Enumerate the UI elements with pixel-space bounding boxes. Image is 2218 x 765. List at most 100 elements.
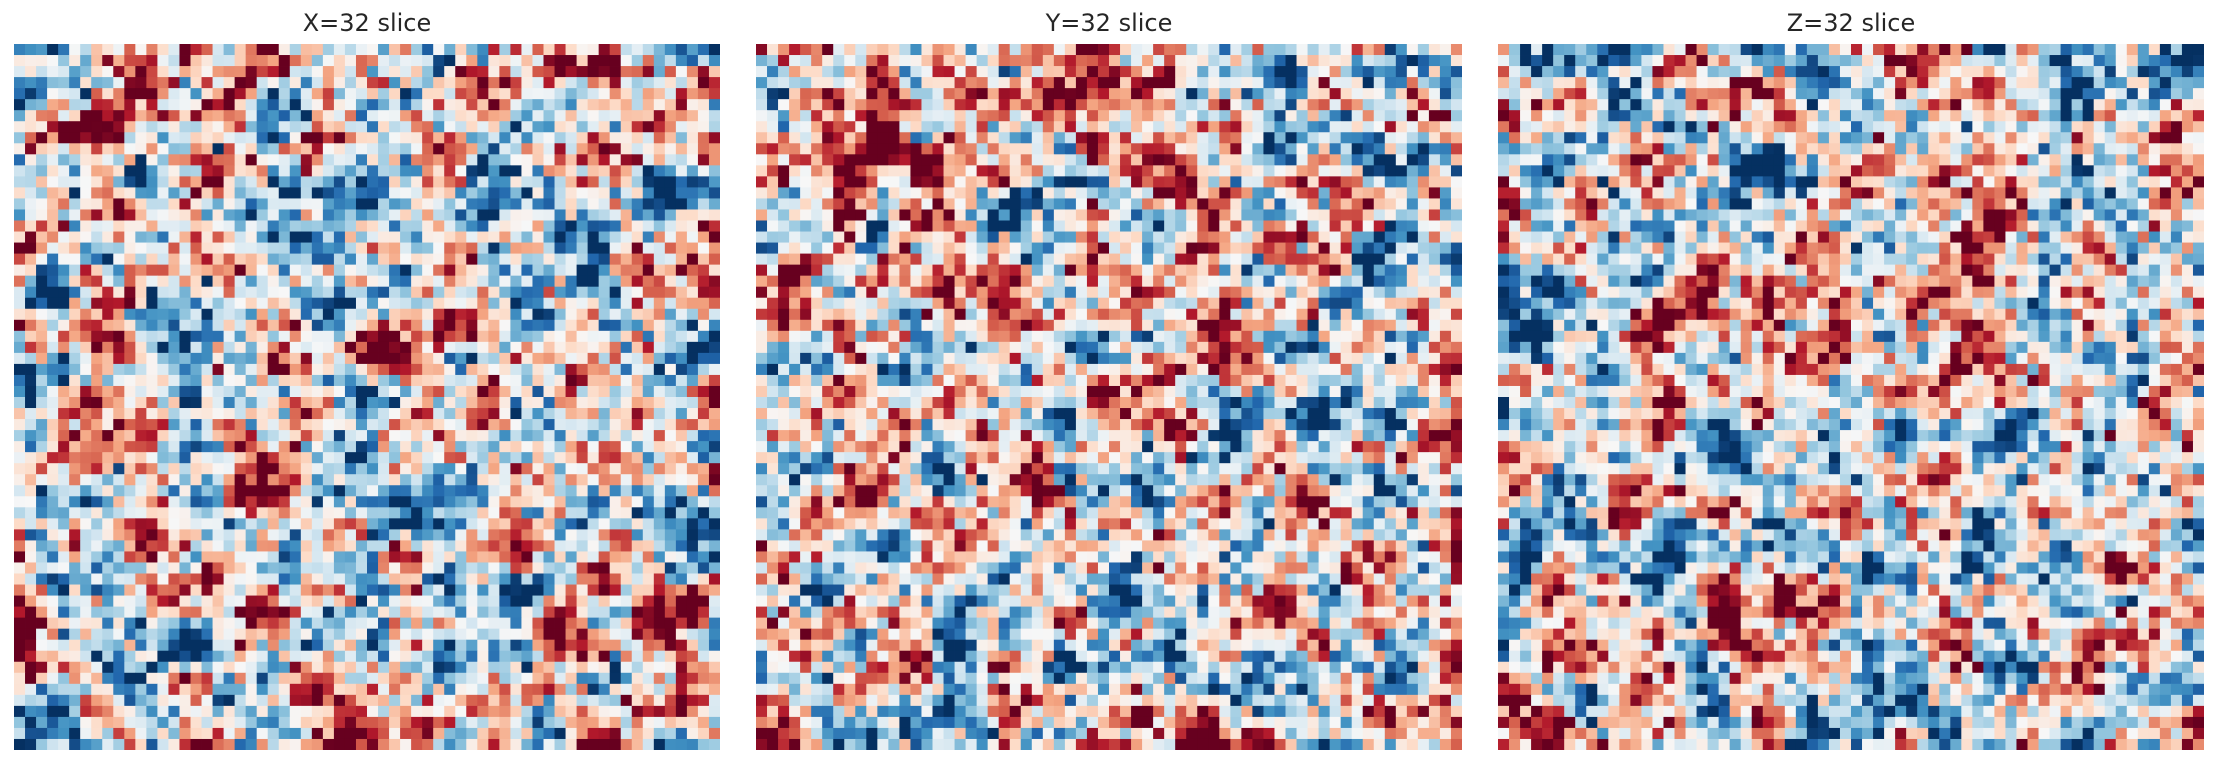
heatmap-cell [124,363,136,376]
heatmap-cell [113,198,125,210]
heatmap-cell [554,408,566,420]
heatmap-cell [124,397,136,409]
heatmap-cell [477,419,489,431]
heatmap-cell [510,220,522,232]
heatmap-cell [455,694,467,707]
heatmap-cell [179,77,191,89]
heatmap-cell [422,121,434,133]
heatmap-cell [146,264,158,277]
heatmap-cell [179,176,191,188]
heatmap-cell [400,705,412,718]
heatmap-cell [289,198,302,210]
heatmap-cell [554,374,566,387]
heatmap-cell [631,562,644,574]
heatmap-cell [1020,88,1033,100]
heatmap-cell [1153,121,1165,133]
heatmap-cell [146,639,158,652]
heatmap-cell [333,573,346,585]
heatmap-cell [245,264,258,277]
heatmap-cell [367,540,379,552]
heatmap-cell [124,297,136,310]
heatmap-cell [311,628,324,641]
heatmap-cell [300,220,313,232]
heatmap-cell [289,242,302,254]
heatmap-cell [433,485,445,497]
heatmap-cell [289,209,302,221]
heatmap-cell [697,154,710,166]
heatmap-cell [664,661,677,674]
heatmap-cell [767,121,779,133]
heatmap-cell [510,551,522,563]
heatmap-cell [466,617,478,630]
heatmap-cell [675,562,688,574]
heatmap-cell [267,639,280,652]
heatmap-cell [778,99,790,111]
heatmap-cell [433,551,445,563]
heatmap-cell [631,661,644,674]
heatmap-cell [333,485,346,497]
heatmap-cell [576,363,589,376]
heatmap-cell [300,176,313,188]
heatmap-cell [124,595,136,607]
heatmap-cell [833,66,845,78]
heatmap-cell [488,220,500,232]
heatmap-cell [488,661,500,674]
heatmap-cell [300,385,313,398]
heatmap-cell [521,77,533,89]
heatmap-cell [466,606,478,619]
heatmap-cell [455,518,467,530]
heatmap-cell [223,441,236,453]
heatmap-cell [477,99,489,111]
heatmap-cell [1142,132,1154,144]
heatmap-cell [102,176,114,188]
heatmap-cell [1241,110,1253,122]
heatmap-cell [201,198,213,210]
heatmap-cell [223,474,236,486]
heatmap-cell [910,110,922,122]
heatmap-cell [543,452,555,464]
heatmap-cell [587,551,600,563]
heatmap-cell [675,66,688,78]
heatmap-cell [234,99,247,111]
heatmap-cell [543,562,555,574]
heatmap-cell [521,496,533,508]
heatmap-cell [245,441,258,453]
heatmap-cell [1197,143,1209,155]
heatmap-cell [499,385,511,398]
heatmap-cell [69,694,81,707]
heatmap-cell [767,187,779,199]
heatmap-cell [532,99,544,111]
heatmap-cell [300,705,313,718]
heatmap-cell [499,297,511,310]
heatmap-cell [234,121,247,133]
heatmap-cell [833,176,845,188]
heatmap-cell [543,408,555,420]
heatmap-cell [146,584,158,596]
heatmap-cell [25,99,37,111]
heatmap-cell [267,650,280,663]
heatmap-cell [1318,88,1331,100]
heatmap-cell [179,253,191,266]
heatmap-cell [212,683,224,696]
heatmap-cell [1395,77,1408,89]
heatmap-cell [223,496,236,508]
heatmap-cell [25,264,37,277]
heatmap-cell [400,727,412,740]
heatmap-cell [833,143,845,155]
heatmap-cell [201,397,213,409]
heatmap-cell [422,441,434,453]
heatmap-cell [389,650,401,663]
heatmap-cell [400,99,412,111]
heatmap-cell [14,88,26,100]
heatmap-cell [322,738,335,750]
heatmap-cell [223,330,236,343]
heatmap-cell [80,187,92,199]
heatmap-cell [998,99,1011,111]
heatmap-cell [355,529,368,541]
heatmap-cell [400,430,412,442]
heatmap-cell [844,176,856,188]
heatmap-cell [344,308,357,321]
heatmap-cell [554,463,566,475]
heatmap-cell [422,231,434,243]
heatmap-cell [598,44,611,56]
